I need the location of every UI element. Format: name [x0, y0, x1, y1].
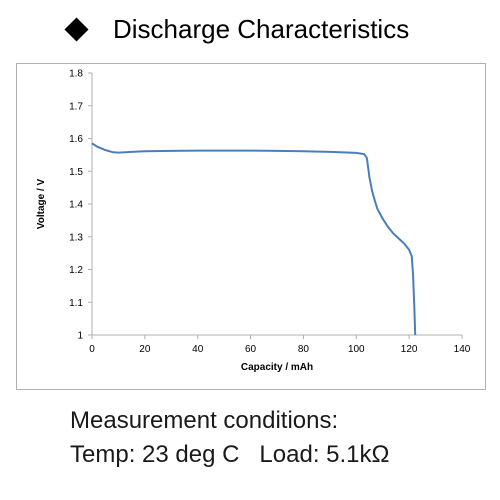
page-title: Discharge Characteristics [113, 14, 410, 44]
x-tick-label: 80 [298, 344, 310, 355]
y-tick-label: 1.7 [69, 101, 83, 112]
y-tick-label: 1.6 [69, 134, 83, 145]
measurement-conditions: Measurement conditions: Temp: 23 deg C L… [70, 404, 389, 472]
y-axis-label: Voltage / V [36, 178, 47, 229]
series-line [91, 142, 417, 336]
diamond-bullet-icon [64, 17, 89, 42]
y-tick-label: 1.4 [69, 200, 83, 211]
x-tick-label: 120 [401, 344, 418, 355]
y-tick-label: 1.2 [69, 265, 83, 276]
y-tick-label: 1 [77, 331, 83, 342]
x-axis-label: Capacity / mAh [241, 362, 313, 373]
conditions-heading: Measurement conditions: [70, 407, 339, 434]
conditions-values: Temp: 23 deg C Load: 5.1kΩ [70, 441, 390, 468]
discharge-chart: 1 1.1 1.2 1.3 1.4 1.5 1.6 1.7 1.8 0 20 40 60 80 100 12… [16, 63, 486, 390]
chart-container: 1 1.1 1.2 1.3 1.4 1.5 1.6 1.7 1.8 0 20 40 60 80 100 12… [16, 63, 486, 390]
x-tick-label: 0 [89, 344, 95, 355]
chart-frame [16, 63, 486, 390]
x-tick-label: 20 [139, 344, 151, 355]
y-tick-label: 1.1 [69, 298, 83, 309]
x-tick-label: 100 [348, 344, 365, 355]
x-tick-label: 60 [245, 344, 257, 355]
y-tick-label: 1.5 [69, 167, 83, 178]
title-row: Discharge Characteristics [64, 14, 410, 45]
y-tick-label: 1.8 [69, 69, 83, 80]
x-tick-label: 40 [192, 344, 204, 355]
x-tick-label: 140 [454, 344, 471, 355]
y-tick-label: 1.3 [69, 232, 83, 243]
